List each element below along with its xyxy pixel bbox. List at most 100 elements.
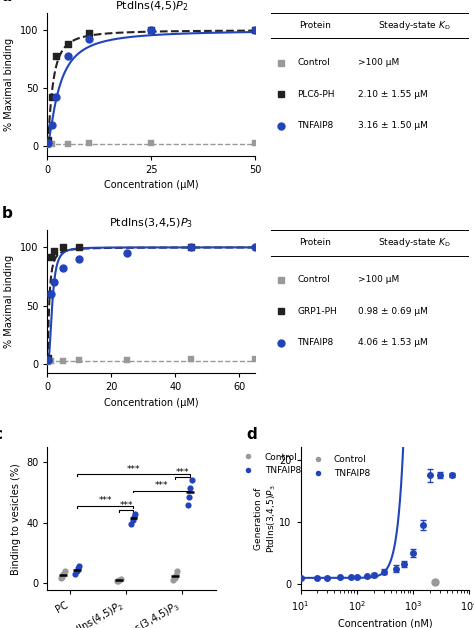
Point [132, 509, 139, 519]
X-axis label: Concentration (μM): Concentration (μM) [104, 398, 199, 408]
Point [169, 575, 177, 585]
Point [129, 514, 137, 524]
Point [85, 28, 93, 38]
Point [60, 356, 67, 366]
Text: Control: Control [297, 58, 330, 67]
Point [47, 356, 55, 366]
Point [58, 571, 66, 582]
Point [72, 569, 79, 579]
Y-axis label: Binding to vesicles (%): Binding to vesicles (%) [10, 463, 20, 575]
Point [75, 561, 83, 571]
Point [48, 92, 55, 102]
Text: 3.16 ± 1.50 μM: 3.16 ± 1.50 μM [358, 121, 428, 130]
Text: Steady-state $\mathit{K}_{\rm D}$: Steady-state $\mathit{K}_{\rm D}$ [377, 19, 450, 32]
Text: TNFAIP8: TNFAIP8 [297, 338, 333, 347]
Point [172, 570, 180, 580]
Point [130, 512, 138, 522]
Point [44, 357, 52, 367]
Point [251, 242, 259, 252]
Point [171, 573, 178, 583]
Point [50, 246, 57, 256]
Point [128, 519, 135, 529]
Point [85, 138, 93, 148]
X-axis label: Concentration (μM): Concentration (μM) [104, 180, 199, 190]
Point [251, 138, 259, 148]
Point [52, 51, 60, 61]
Y-axis label: Generation of
PtdIns(3,4,5)$\mathit{P}_3$: Generation of PtdIns(3,4,5)$\mathit{P}_3… [255, 485, 278, 553]
Point [124, 355, 131, 365]
Point [186, 483, 194, 493]
Point [45, 136, 52, 146]
Point [251, 354, 259, 364]
Point [251, 25, 259, 35]
Point [64, 139, 72, 149]
Text: Steady-state $\mathit{K}_{\rm D}$: Steady-state $\mathit{K}_{\rm D}$ [377, 236, 450, 249]
Point [85, 35, 93, 45]
Title: PtdIns(3,4,5)$\mathit{P}_3$: PtdIns(3,4,5)$\mathit{P}_3$ [109, 216, 193, 230]
Text: b: b [2, 207, 13, 222]
Text: >100 μM: >100 μM [358, 276, 400, 284]
Point [45, 140, 52, 150]
Point [251, 25, 259, 35]
Text: TNFAIP8: TNFAIP8 [297, 121, 333, 130]
Text: ***: *** [155, 481, 168, 490]
Point [147, 138, 155, 148]
Point [75, 254, 83, 264]
Text: 4.06 ± 1.53 μM: 4.06 ± 1.53 μM [358, 338, 428, 347]
Text: d: d [246, 427, 257, 441]
Point [117, 574, 125, 584]
Point [52, 92, 60, 102]
Text: PLCδ-PH: PLCδ-PH [297, 90, 335, 99]
Point [60, 242, 67, 252]
Text: a: a [2, 0, 12, 4]
Point [187, 242, 195, 252]
Point [173, 566, 181, 576]
Point [116, 575, 123, 585]
Point [113, 577, 121, 587]
Point [61, 566, 68, 576]
Point [187, 242, 195, 252]
Title: PtdIns(4,5)$\mathit{P}_2$: PtdIns(4,5)$\mathit{P}_2$ [115, 0, 188, 13]
Text: c: c [0, 427, 2, 441]
Point [147, 25, 155, 35]
Point [74, 563, 82, 573]
Y-axis label: % Maximal binding: % Maximal binding [4, 38, 14, 131]
Point [64, 51, 72, 61]
Point [184, 499, 191, 509]
Point [185, 492, 193, 502]
Point [432, 577, 439, 587]
Text: ***: *** [99, 496, 112, 506]
Text: Protein: Protein [299, 238, 331, 247]
Point [64, 39, 72, 49]
Point [44, 355, 52, 365]
Legend: Control, TNFAIP8: Control, TNFAIP8 [305, 452, 374, 482]
Point [44, 353, 52, 363]
Text: ***: *** [176, 468, 189, 477]
Point [73, 566, 81, 576]
Y-axis label: % Maximal binding: % Maximal binding [4, 255, 14, 348]
Point [75, 355, 83, 365]
Point [75, 242, 83, 252]
Point [188, 475, 195, 485]
Text: Protein: Protein [299, 21, 331, 30]
Point [47, 289, 55, 299]
Text: >100 μM: >100 μM [358, 58, 400, 67]
Point [48, 139, 55, 149]
Point [124, 248, 131, 258]
Legend: Control, TNFAIP8: Control, TNFAIP8 [236, 449, 304, 479]
Point [48, 121, 55, 131]
Text: Control: Control [297, 276, 330, 284]
Point [59, 569, 67, 579]
Text: GRP1-PH: GRP1-PH [297, 307, 337, 316]
Point [47, 252, 55, 262]
Point [147, 25, 155, 35]
Point [50, 277, 57, 287]
Point [45, 138, 52, 148]
X-axis label: Concentration (nM): Concentration (nM) [337, 619, 432, 628]
Point [187, 354, 195, 364]
Text: ***: *** [119, 501, 133, 510]
Text: 2.10 ± 1.55 μM: 2.10 ± 1.55 μM [358, 90, 428, 99]
Text: 0.98 ± 0.69 μM: 0.98 ± 0.69 μM [358, 307, 428, 316]
Point [45, 289, 53, 299]
Point [60, 263, 67, 273]
